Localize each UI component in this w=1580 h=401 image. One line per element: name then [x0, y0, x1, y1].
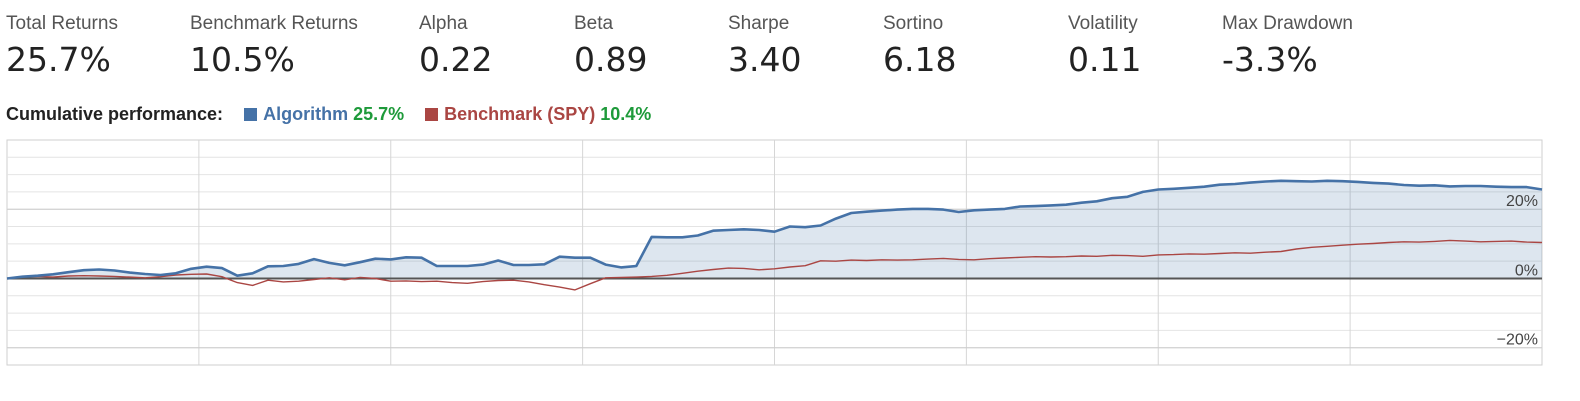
stat-label: Volatility: [1068, 13, 1138, 34]
y-tick-label: 0%: [1515, 262, 1538, 279]
stat-value: 0.11: [1068, 40, 1142, 79]
legend-algorithm[interactable]: Algorithm 25.7%: [244, 104, 409, 124]
stat-total-returns: Total Returns 25.7%: [6, 12, 118, 82]
stat-label: Alpha: [419, 13, 468, 34]
stat-value: 25.7%: [6, 40, 111, 79]
legend-benchmark-label: Benchmark (SPY): [444, 104, 596, 124]
stat-label: Beta: [574, 13, 614, 34]
stat-max-drawdown: Max Drawdown -3.3%: [1222, 12, 1353, 82]
cumulative-performance-chart: 20% 0% −20%: [0, 136, 1580, 376]
stat-value: 0.22: [419, 40, 493, 79]
algorithm-swatch: [244, 108, 258, 121]
y-tick-label: 20%: [1506, 193, 1538, 210]
legend-algorithm-value: 25.7%: [353, 104, 405, 124]
stat-sortino: Sortino 6.18: [883, 12, 956, 82]
stat-label: Max Drawdown: [1222, 13, 1353, 34]
stat-value: 6.18: [883, 40, 957, 79]
stat-value: 0.89: [574, 40, 648, 79]
stat-benchmark-returns: Benchmark Returns 10.5%: [190, 12, 358, 82]
stat-beta: Beta 0.89: [574, 12, 647, 82]
performance-legend: Cumulative performance: Algorithm 25.7% …: [6, 104, 651, 128]
stat-value: 3.40: [728, 40, 802, 79]
stat-value: -3.3%: [1222, 40, 1318, 79]
stat-label: Total Returns: [6, 13, 118, 34]
stat-label: Sharpe: [728, 13, 790, 34]
legend-benchmark[interactable]: Benchmark (SPY) 10.4%: [425, 104, 651, 124]
stat-sharpe: Sharpe 3.40: [728, 12, 801, 82]
stat-label: Sortino: [883, 13, 944, 34]
performance-title: Cumulative performance:: [6, 104, 224, 124]
legend-benchmark-value: 10.4%: [600, 104, 652, 124]
legend-algorithm-label: Algorithm: [263, 104, 349, 124]
stat-value: 10.5%: [190, 40, 295, 79]
stat-alpha: Alpha 0.22: [419, 12, 492, 82]
chart-svg: 20% 0% −20%: [6, 139, 1543, 366]
algorithm-area: [7, 180, 1542, 279]
algorithm-line: [6, 179, 1543, 280]
stat-volatility: Volatility 0.11: [1068, 12, 1141, 82]
stats-bar: Total Returns 25.7% Benchmark Returns 10…: [0, 12, 1580, 82]
stat-label: Benchmark Returns: [190, 13, 358, 34]
benchmark-line: [6, 239, 1543, 291]
benchmark-swatch: [425, 108, 439, 121]
y-tick-label: −20%: [1497, 332, 1538, 349]
